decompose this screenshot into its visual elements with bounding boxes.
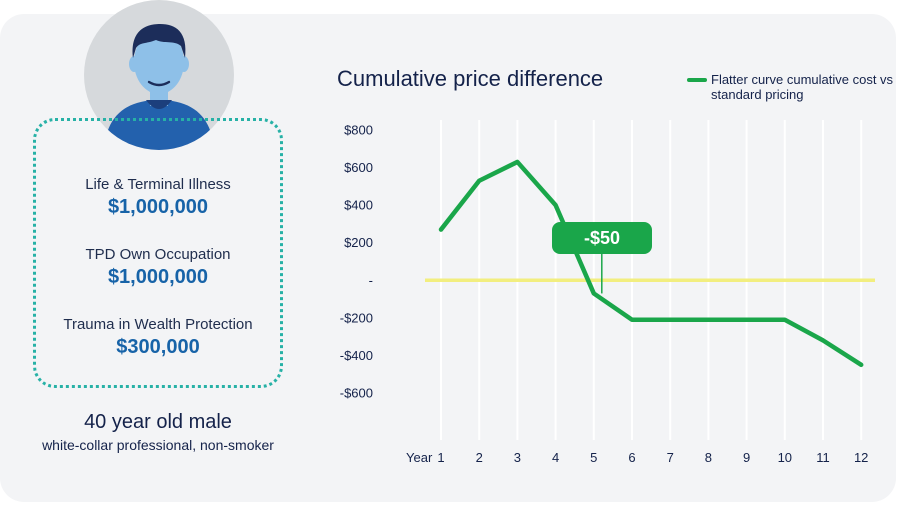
x-axis-label: Year — [406, 450, 433, 465]
cover-label: TPD Own Occupation — [85, 246, 231, 263]
coverage-box — [33, 118, 283, 388]
profile-title: 40 year old male — [84, 411, 232, 433]
x-tick-label: 6 — [628, 450, 635, 465]
cover-item-tpd: TPD Own Occupation $1,000,000 — [33, 246, 283, 289]
x-tick-label: 10 — [778, 450, 792, 465]
x-tick-label: 9 — [743, 450, 750, 465]
avatar — [84, 0, 234, 150]
cover-label: Trauma in Wealth Protection — [63, 316, 253, 333]
x-tick-label: 7 — [667, 450, 674, 465]
person-icon — [84, 0, 234, 150]
x-tick-label: 4 — [552, 450, 559, 465]
profile-subtitle: white-collar professional, non-smoker — [42, 437, 274, 453]
x-tick-label: 2 — [476, 450, 483, 465]
x-tick-label: 1 — [437, 450, 444, 465]
cover-label: Life & Terminal Illness — [85, 176, 231, 193]
x-tick-label: 8 — [705, 450, 712, 465]
cover-value: $300,000 — [116, 336, 200, 358]
cover-value: $1,000,000 — [107, 196, 209, 218]
x-tick-label: 11 — [816, 450, 830, 465]
x-tick-label: 5 — [590, 450, 597, 465]
y-tick-label: $800 — [344, 123, 373, 138]
callout-box — [552, 222, 652, 254]
series-line — [438, 159, 864, 368]
cover-value: $1,000,000 — [107, 266, 209, 288]
y-tick-label: - — [369, 273, 373, 288]
y-tick-label: $600 — [344, 160, 373, 175]
y-tick-label: -$400 — [340, 348, 373, 363]
y-tick-label: $400 — [344, 198, 373, 213]
y-tick-label: -$200 — [340, 310, 373, 325]
chart-title: Cumulative price difference — [337, 66, 604, 91]
callout-label: -$50 — [584, 228, 620, 248]
legend-swatch — [687, 78, 707, 82]
y-tick-label: $200 — [344, 235, 373, 250]
x-tick-label: 12 — [854, 450, 868, 465]
cover-item-trauma: Trauma in Wealth Protection $300,000 — [33, 316, 283, 359]
cover-item-life: Life & Terminal Illness $1,000,000 — [33, 176, 283, 219]
legend-label: Flatter curve cumulative cost vs standar… — [711, 72, 894, 102]
y-tick-label: -$600 — [340, 386, 373, 401]
x-tick-label: 3 — [514, 450, 521, 465]
